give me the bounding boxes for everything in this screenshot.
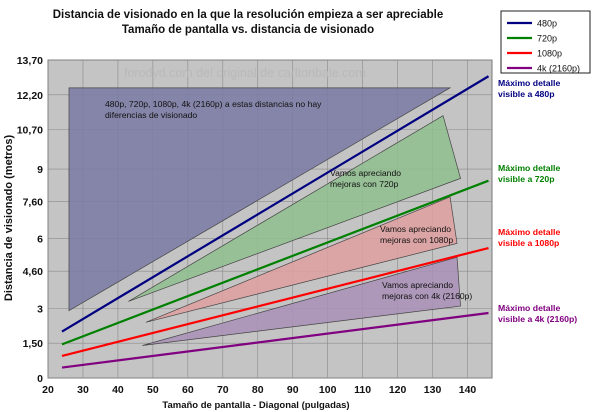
y-tick-label: 13,70	[17, 55, 43, 67]
right-series-label: visible a 480p	[498, 89, 555, 99]
shaded-region	[68, 87, 452, 312]
right-series-label: Máximo detalle	[498, 303, 560, 313]
legend-entry: 4k (2160p)	[537, 64, 580, 74]
x-tick-label: 80	[252, 384, 264, 396]
y-tick-label: 3	[37, 303, 43, 315]
x-tick-labels: 20 30 40 50 60 70 80 90 100 110 120 130 140	[42, 384, 476, 396]
shaded-region	[128, 115, 461, 302]
right-series-label: Máximo detalle	[498, 163, 560, 173]
y-tick-label: 7,60	[23, 197, 44, 209]
legend-entry: 480p	[537, 19, 557, 29]
y-tick-labels: 0 1,50 3 4,60 6 7,60 9 10,70 12,20 13,70	[17, 55, 43, 385]
region-label: mejoras con 4k (2160p)	[382, 291, 472, 301]
x-axis-label: Tamaño de pantalla - Diagonal (pulgadas)	[162, 400, 349, 411]
region-label: mejoras con 720p	[330, 179, 399, 189]
series-line	[61, 246, 489, 358]
region-label: Vamos apreciando	[330, 168, 401, 178]
y-tick-label: 9	[37, 164, 43, 176]
series-line	[61, 311, 489, 369]
legend-entry: 720p	[537, 34, 557, 44]
region-label: Vamos apreciando	[380, 224, 451, 234]
right-series-label: visible a 4k (2160p)	[498, 314, 577, 324]
x-tick-label: 70	[217, 384, 229, 396]
series-lines	[61, 75, 490, 369]
x-tick-label: 30	[77, 384, 89, 396]
x-tick-label: 20	[42, 384, 54, 396]
region-label: diferencias de visionado	[105, 110, 197, 120]
x-tick-label: 120	[389, 384, 407, 396]
legend-box	[500, 10, 591, 74]
series-line	[61, 179, 489, 346]
region-label: mejoras con 1080p	[380, 235, 453, 245]
y-tick-label: 4,60	[23, 266, 44, 278]
y-tick-label: 12,20	[17, 90, 43, 102]
x-tick-label: 40	[112, 384, 124, 396]
shaded-regions: 480p, 720p, 1080p, 4k (2160p) a estas di…	[68, 87, 472, 346]
region-label: Vamos apreciando	[382, 280, 453, 290]
x-tick-label: 50	[147, 384, 159, 396]
x-tick-label: 140	[459, 384, 477, 396]
x-tick-label: 100	[319, 384, 337, 396]
shaded-region	[145, 196, 458, 323]
shaded-region	[142, 256, 461, 346]
right-series-label: Máximo detalle	[498, 227, 560, 237]
right-series-label: visible a 1080p	[498, 238, 559, 248]
chart-title: Distancia de visionado en la que la reso…	[53, 9, 444, 21]
y-tick-label: 10,70	[17, 125, 43, 137]
x-tick-label: 60	[182, 384, 194, 396]
x-tick-label: 90	[287, 384, 299, 396]
right-series-label: Máximo detalle	[498, 78, 560, 88]
legend: 480p 720p 1080p 4k (2160p)	[500, 10, 591, 74]
y-tick-label: 1,50	[23, 338, 44, 350]
region-label: 480p, 720p, 1080p, 4k (2160p) a estas di…	[105, 99, 322, 109]
y-tick-label: 0	[37, 373, 43, 385]
series-line	[61, 75, 490, 333]
x-tick-label: 130	[424, 384, 442, 396]
y-tick-label: 6	[37, 234, 43, 246]
watermark: forodvd.com del original de carltonbale.…	[124, 66, 366, 80]
x-tick-label: 110	[354, 384, 371, 396]
y-axis-label: Distancia de visionado (metros)	[3, 135, 15, 302]
legend-entry: 1080p	[537, 49, 562, 59]
right-series-label: visible a 720p	[498, 174, 555, 184]
chart-subtitle: Tamaño de pantalla vs. distancia de visi…	[122, 24, 374, 36]
